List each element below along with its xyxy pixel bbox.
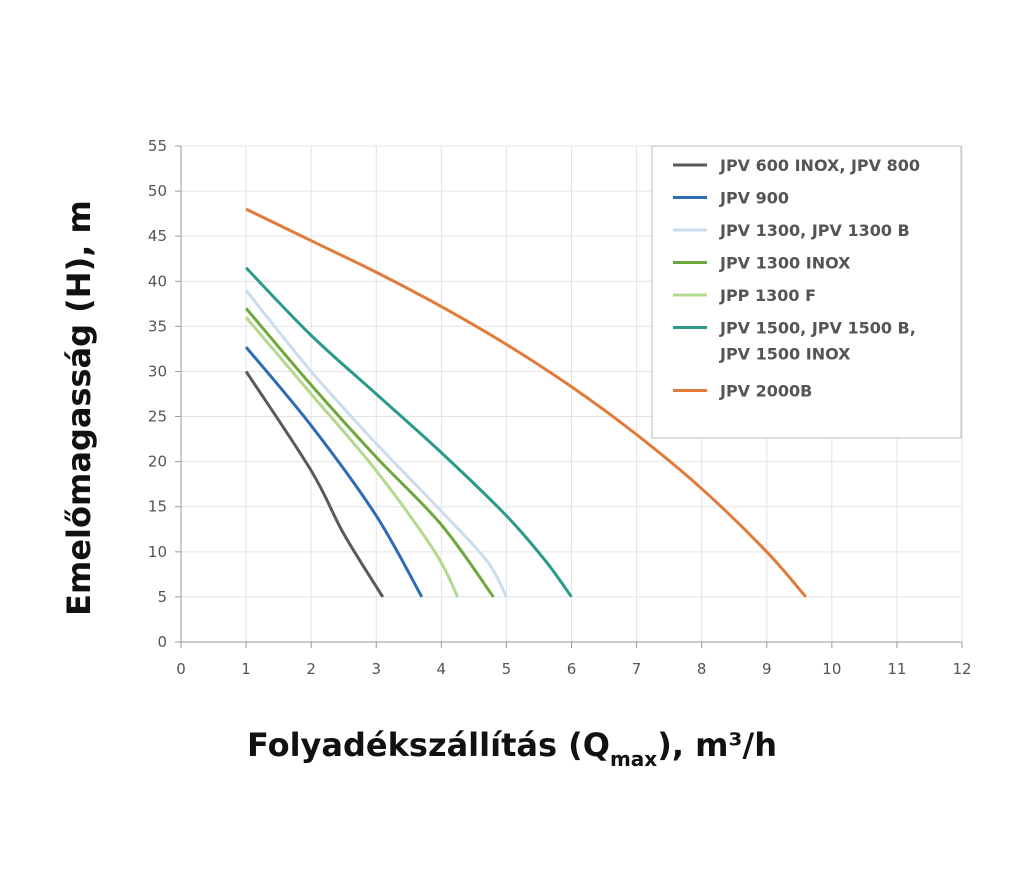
x-tick-label: 0 [176,660,186,678]
x-tick-label: 5 [502,660,512,678]
y-tick-label: 35 [148,317,167,335]
x-tick-label: 12 [952,660,971,678]
x-axis-label-end: ), m³/h [657,726,777,764]
series-line-1 [244,346,424,598]
series-line-5 [245,266,573,598]
x-axis-label: Folyadékszállítás (Qmax), m³/h [247,726,777,771]
legend-label-1: JPV 900 [719,189,789,208]
y-tick-label: 45 [148,227,167,245]
series-line-4 [244,316,459,598]
series-lines [244,207,807,598]
y-axis-label: Emelőmagasság (H), m [60,200,98,616]
y-tick-label: 5 [157,588,167,606]
y-tick-label: 25 [148,408,167,426]
y-tick-label: 55 [148,137,167,155]
y-tick-label: 10 [148,543,167,561]
legend-label-4: JPP 1300 F [719,286,816,305]
x-tick-label: 1 [241,660,251,678]
x-tick-label: 8 [697,660,707,678]
y-tick-label: 0 [157,633,167,651]
y-tick-label: 30 [148,362,167,380]
x-tick-label: 11 [887,660,906,678]
x-tick-label: 9 [762,660,772,678]
series-line-2 [244,289,508,598]
legend-label-3: JPV 1300 INOX [719,254,851,273]
x-tick-label: 2 [306,660,316,678]
legend-label-5-line2: JPV 1500 INOX [719,345,851,364]
axes [175,145,963,648]
series-line-6 [245,207,807,598]
y-tick-label: 50 [148,182,167,200]
y-tick-label: 40 [148,272,167,290]
x-tick-label: 10 [822,660,841,678]
x-tick-label: 3 [371,660,381,678]
x-tick-label: 6 [567,660,577,678]
series-line-3 [244,307,495,598]
legend-label-2: JPV 1300, JPV 1300 B [719,221,910,240]
y-tick-label: 15 [148,498,167,516]
x-tick-label: 4 [437,660,447,678]
legend: JPV 600 INOX, JPV 800 JPV 900 JPV 1300, JP… [651,145,962,439]
x-axis-label-subscript: max [610,747,657,771]
legend-label-6: JPV 2000B [719,382,812,401]
y-tick-label: 20 [148,453,167,471]
x-axis-label-main: Folyadékszállítás (Q [247,726,610,764]
legend-label-0: JPV 600 INOX, JPV 800 [719,156,920,175]
legend-label-5: JPV 1500, JPV 1500 B, [719,319,916,338]
x-tick-label: 7 [632,660,642,678]
series-line-0 [244,370,385,598]
